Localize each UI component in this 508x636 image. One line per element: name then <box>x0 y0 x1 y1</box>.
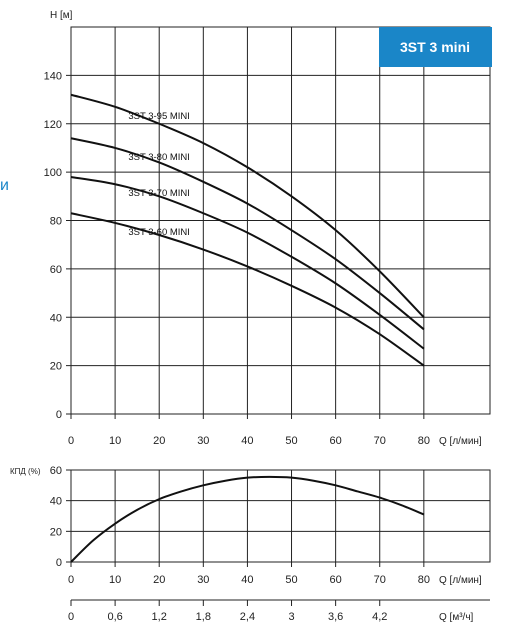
head-x-tick-label: 80 <box>418 435 430 447</box>
head-x-tick-label: 70 <box>374 435 386 447</box>
efficiency-chart-y-ticks: 0 20 40 60 <box>50 465 71 569</box>
model-badge-label: 3ST 3 mini <box>400 39 470 55</box>
flow-m3h-axis-ticks: 0 0,6 1,2 1,8 2,4 3 3,6 4,2 <box>68 600 387 623</box>
eff-x-tick-label: 70 <box>374 574 386 586</box>
eff-x-tick-label: 50 <box>285 574 297 586</box>
head-chart-series <box>70 93 425 367</box>
eff-x-tick-label: 30 <box>197 574 209 586</box>
eff-x-tick-label: 20 <box>153 574 165 586</box>
head-curve-label-1: 3ST 3-80 MINI <box>128 152 190 163</box>
head-curve-label-2: 3ST 3-70 MINI <box>128 188 190 199</box>
efficiency-chart-x-ticks: 0 10 20 30 40 50 60 70 80 <box>68 562 430 586</box>
side-text-fragment: и <box>0 177 9 194</box>
model-badge-background <box>379 27 492 67</box>
head-x-tick-label: 10 <box>109 435 121 447</box>
eff-y-tick-label: 60 <box>50 465 62 477</box>
model-badge: 3ST 3 mini <box>379 27 492 67</box>
head-x-tick-label: 30 <box>197 435 209 447</box>
head-x-tick-label: 60 <box>330 435 342 447</box>
head-y-tick-label: 60 <box>50 264 62 276</box>
head-x-tick-label: 0 <box>68 435 74 447</box>
eff-curve-0 <box>70 475 425 563</box>
head-chart-y-title: H [м] <box>50 10 73 21</box>
head-y-tick-label: 120 <box>44 119 62 131</box>
m3h-tick-label: 0 <box>68 611 74 623</box>
head-curve-label-0: 3ST 3-95 MINI <box>128 111 190 122</box>
m3h-tick-label: 3 <box>288 611 294 623</box>
efficiency-chart-x-title: Q [л/мин] <box>439 575 482 586</box>
head-curve-2 <box>70 175 425 350</box>
efficiency-chart-y-title: КПД (%) <box>10 467 41 476</box>
eff-x-tick-label: 60 <box>330 574 342 586</box>
head-y-tick-label: 0 <box>56 409 62 421</box>
flow-m3h-axis-title: Q [м³/ч] <box>439 612 474 623</box>
eff-y-tick-label: 40 <box>50 496 62 508</box>
head-y-tick-label: 20 <box>50 361 62 373</box>
head-y-tick-label: 140 <box>44 70 62 82</box>
head-curve-label-3: 3ST 3-60 MINI <box>128 227 190 238</box>
m3h-tick-label: 1,8 <box>196 611 211 623</box>
head-x-tick-label: 40 <box>241 435 253 447</box>
head-chart-x-title: Q [л/мин] <box>439 436 482 447</box>
m3h-tick-label: 4,2 <box>372 611 387 623</box>
efficiency-chart: 0 20 40 60 0 10 20 30 40 50 60 70 80 КПД (%) Q [л/м… <box>10 465 491 586</box>
m3h-tick-label: 2,4 <box>240 611 255 623</box>
head-chart-x-ticks: 0 10 20 30 40 50 60 70 80 <box>68 414 430 447</box>
head-curve-0 <box>70 93 425 318</box>
eff-y-tick-label: 20 <box>50 526 62 538</box>
efficiency-chart-series <box>70 475 425 563</box>
head-x-tick-label: 50 <box>285 435 297 447</box>
efficiency-chart-frame <box>70 469 491 563</box>
head-chart-series-labels: 3ST 3-95 MINI 3ST 3-80 MINI 3ST 3-70 MINI 3… <box>128 111 190 238</box>
efficiency-chart-grid <box>71 470 490 562</box>
head-curve-3 <box>70 212 425 367</box>
head-chart: 0 20 40 60 80 100 120 140 0 10 20 30 40 50 60 70 80 3ST… <box>44 10 492 447</box>
head-chart-y-ticks: 0 20 40 60 80 100 120 140 <box>44 70 71 421</box>
head-y-tick-label: 40 <box>50 312 62 324</box>
m3h-tick-label: 0,6 <box>107 611 122 623</box>
head-y-tick-label: 100 <box>44 167 62 179</box>
eff-x-tick-label: 10 <box>109 574 121 586</box>
head-x-tick-label: 20 <box>153 435 165 447</box>
eff-y-tick-label: 0 <box>56 557 62 569</box>
eff-x-tick-label: 40 <box>241 574 253 586</box>
head-curve-1 <box>70 137 425 331</box>
m3h-tick-label: 1,2 <box>152 611 167 623</box>
eff-x-tick-label: 80 <box>418 574 430 586</box>
head-y-tick-label: 80 <box>50 216 62 228</box>
m3h-tick-label: 3,6 <box>328 611 343 623</box>
head-chart-grid <box>71 27 490 414</box>
eff-x-tick-label: 0 <box>68 574 74 586</box>
flow-m3h-axis: 0 0,6 1,2 1,8 2,4 3 3,6 4,2 Q [м³/ч] <box>68 599 490 623</box>
